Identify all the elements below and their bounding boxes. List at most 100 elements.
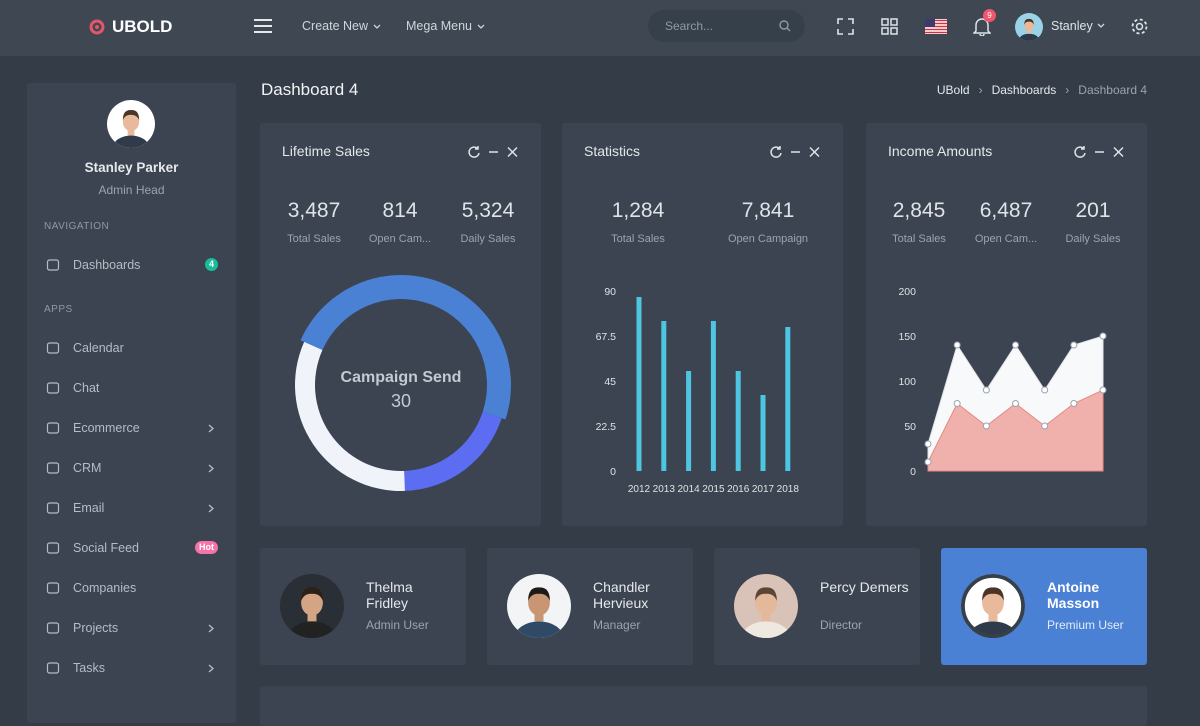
close-icon (809, 146, 820, 158)
avatar-image (507, 574, 571, 638)
icon-shape (46, 422, 60, 434)
topbar: UBOLD Create New Mega Menu Search... 9 St… (0, 0, 1200, 56)
breadcrumb-item[interactable]: UBold (936, 83, 970, 97)
stat-label: Total Sales (892, 233, 946, 245)
sidebar-item[interactable]: Calendar (27, 338, 236, 358)
submenu-arrow (208, 664, 214, 673)
avatar-head (528, 590, 550, 616)
user-name: Chandler Hervieux (593, 579, 650, 611)
sidebar: Stanley Parker Admin Head NAVIGATION Dash… (27, 83, 236, 723)
sidebar-item[interactable]: Companies (27, 578, 236, 598)
user-avatar[interactable] (1015, 13, 1043, 46)
avatar-hair (122, 110, 140, 121)
stat-label: Daily Sales (1065, 233, 1121, 245)
sidebar-avatar (107, 100, 155, 153)
user-avatar (507, 574, 571, 643)
breadcrumb-item[interactable]: Dashboards (991, 83, 1057, 97)
card-title: Lifetime Sales (282, 143, 370, 159)
stat-label: Daily Sales (460, 233, 516, 245)
sidebar-item[interactable]: Projects (27, 618, 236, 638)
sidebar-item[interactable]: Chat (27, 378, 236, 398)
page: UBOLD Create New Mega Menu Search... 9 St… (0, 0, 1200, 675)
caret (477, 24, 485, 29)
stat-label: Total Sales (287, 233, 341, 245)
page-title: Dashboard 4 (261, 80, 359, 99)
avatar-image (280, 574, 344, 638)
search-box[interactable]: Search... (648, 10, 805, 42)
avatar-group (507, 574, 571, 638)
item-label: Email (73, 501, 105, 515)
user-caret (1097, 23, 1105, 28)
chevron (208, 664, 214, 673)
breadcrumb-separator: › (978, 83, 983, 97)
item-label: Tasks (73, 661, 105, 675)
close-icon (507, 146, 518, 158)
user-card[interactable]: Percy Demers Director (714, 548, 920, 665)
widget-card: Statistics 1,284 Total Sales 7,841 Open Camp… (562, 123, 843, 526)
item-label: Dashboards (73, 258, 141, 272)
stat-value: 814 (382, 199, 418, 222)
user-card[interactable]: Chandler Hervieux Manager (487, 548, 693, 665)
notification-badge: 9 (983, 9, 996, 22)
apps-icon[interactable] (881, 18, 898, 35)
sidebar-item[interactable]: Ecommerce (27, 418, 236, 438)
refresh-icon (770, 146, 782, 158)
item-icon (46, 542, 60, 554)
user-name[interactable]: Stanley (1051, 19, 1093, 33)
sidebar-item[interactable]: Email (27, 498, 236, 518)
avatar-hair (301, 587, 323, 601)
item-label: Calendar (73, 341, 124, 355)
avatar-group (280, 574, 344, 638)
top-menu[interactable]: Create New (302, 19, 381, 33)
avatar-group (734, 574, 798, 638)
menu-toggle[interactable] (254, 18, 272, 34)
item-icon (46, 462, 60, 474)
widget-card: Lifetime Sales 3,487 Total Sales 814 Open Ca… (260, 123, 541, 526)
stat-value: 1,284 (611, 199, 665, 222)
sidebar-section-title: APPS (44, 304, 73, 315)
user-name: Thelma Fridley (366, 579, 413, 611)
chevron (208, 624, 214, 633)
avatar-ring (961, 574, 1025, 638)
stat-label: Open Campaign (727, 233, 809, 245)
fullscreen-icon[interactable] (837, 18, 854, 35)
widget-card: Income Amounts 2,845 Total Sales 6,487 Open … (866, 123, 1147, 526)
brand[interactable]: UBOLD (112, 17, 173, 36)
submenu-arrow (208, 504, 214, 513)
sidebar-item[interactable]: CRM (27, 458, 236, 478)
icon-shape (46, 259, 60, 271)
user-role: Premium User (1047, 618, 1124, 632)
sidebar-user-name[interactable]: Stanley Parker (84, 160, 179, 175)
stat-value: 201 (1075, 199, 1111, 222)
top-menu[interactable]: Mega Menu (406, 19, 485, 33)
chevron (208, 424, 214, 433)
stat-label: Open Cam... (974, 233, 1038, 245)
item-icon (46, 582, 60, 594)
item-icon (46, 422, 60, 434)
user-card[interactable]: Antoine Masson Premium User (941, 548, 1147, 665)
card-tools (770, 146, 820, 158)
item-icon (46, 662, 60, 674)
avatar-head (301, 590, 323, 616)
user-card[interactable]: Thelma Fridley Admin User (260, 548, 466, 665)
search-icon (779, 20, 791, 32)
icon-shape (46, 462, 60, 474)
sidebar-item[interactable]: Tasks (27, 658, 236, 678)
stat-value: 3,487 (287, 199, 341, 222)
avatar-neck (127, 127, 135, 136)
sidebar-item[interactable]: Social Feed Hot (27, 538, 236, 558)
avatar-head (1024, 20, 1034, 32)
avatar-hair (982, 587, 1004, 601)
sidebar-item[interactable]: Dashboards 4 (27, 255, 236, 275)
breadcrumb: UBold › Dashboards › Dashboard 4 (937, 83, 1147, 97)
refresh-icon (468, 146, 480, 158)
item-icon (46, 502, 60, 514)
avatar-body (968, 621, 1018, 638)
avatar-neck (1027, 29, 1031, 34)
item-icon (46, 342, 60, 354)
avatar-head (982, 590, 1004, 616)
avatar-body (1018, 33, 1040, 41)
search-placeholder: Search... (665, 19, 714, 33)
language-flag[interactable] (925, 19, 947, 34)
settings-icon[interactable] (1130, 17, 1149, 36)
